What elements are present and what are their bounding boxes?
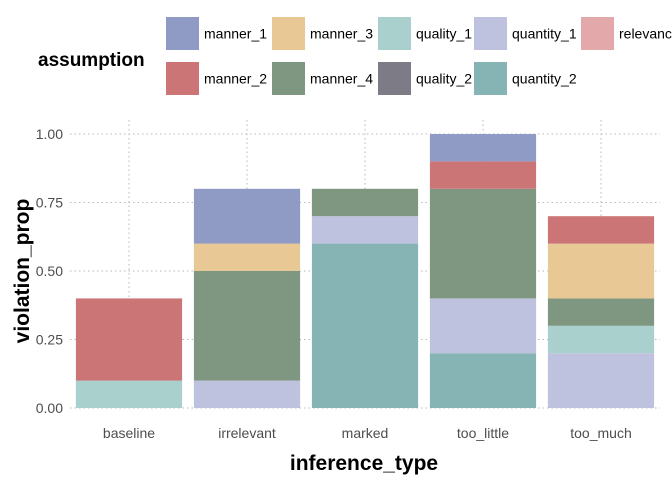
legend-swatch-manner_3: [272, 17, 305, 50]
bar-segment-too_much-quality_1: [547, 325, 655, 354]
legend-swatch-manner_4: [272, 62, 305, 95]
legend-swatch-quality_1: [378, 17, 411, 50]
y-tick-label: 0.50: [36, 263, 63, 279]
bar-segment-too_much-manner_2: [547, 216, 655, 244]
y-tick-label: 0.00: [36, 400, 63, 416]
legend-label-quantity_1: quantity_1: [512, 26, 577, 42]
bar-segment-irrelevant-manner_1: [193, 188, 301, 244]
legend-label-relevance: relevance: [619, 26, 672, 42]
y-tick-label: 1.00: [36, 126, 63, 142]
legend-label-manner_2: manner_2: [204, 71, 267, 87]
legend-label-manner_3: manner_3: [310, 26, 373, 42]
x-tick-label: baseline: [103, 425, 155, 441]
bar-segment-too_little-manner_2: [429, 161, 537, 189]
bar-segment-too_much-quantity_1: [547, 353, 655, 408]
legend-label-quality_1: quality_1: [416, 26, 472, 42]
bar-segment-irrelevant-manner_3: [193, 243, 301, 271]
legend-label-quality_2: quality_2: [416, 71, 472, 87]
bar-segment-baseline-manner_2: [75, 298, 183, 381]
legend-swatch-quality_2: [378, 62, 411, 95]
y-tick-label: 0.25: [36, 332, 63, 348]
legend-swatch-quantity_2: [474, 62, 507, 95]
x-tick-label: too_little: [457, 425, 509, 441]
x-tick-labels: baseline irrelevant marked too_little too_mu…: [103, 425, 632, 441]
bars: [75, 134, 655, 408]
legend-label-quantity_2: quantity_2: [512, 71, 577, 87]
y-tick-labels: 0.00 0.25 0.50 0.75 1.00: [36, 126, 63, 416]
bar-segment-too_little-quantity_1: [429, 298, 537, 354]
legend-label-manner_1: manner_1: [204, 26, 267, 42]
bar-segment-too_much-manner_3: [547, 243, 655, 299]
bar-segment-too_little-manner_4: [429, 188, 537, 299]
bar-segment-marked-manner_4: [311, 188, 419, 217]
bar-segment-too_little-quantity_2: [429, 353, 537, 408]
x-tick-label: marked: [342, 425, 389, 441]
legend-swatch-manner_2: [166, 62, 199, 95]
x-tick-label: too_much: [570, 425, 631, 441]
legend: manner_1 manner_2 manner_3 manner_4 quality_…: [166, 17, 672, 95]
y-axis-label: violation_prop: [11, 199, 34, 344]
legend-swatch-relevance: [581, 17, 614, 50]
bar-segment-marked-quantity_1: [311, 216, 419, 244]
legend-title: assumption: [38, 50, 145, 71]
bar-segment-irrelevant-manner_4: [193, 271, 301, 381]
legend-swatch-manner_1: [166, 17, 199, 50]
x-axis-label: inference_type: [290, 452, 438, 475]
legend-label-manner_4: manner_4: [310, 71, 373, 87]
bar-segment-marked-quantity_2: [311, 243, 419, 408]
bar-segment-too_little-manner_1: [429, 134, 537, 162]
x-tick-label: irrelevant: [218, 425, 276, 441]
bar-segment-baseline-quality_1: [75, 380, 183, 408]
bar-segment-too_much-manner_4: [547, 298, 655, 326]
y-tick-label: 0.75: [36, 195, 63, 211]
bar-segment-irrelevant-quantity_1: [193, 380, 301, 408]
legend-swatch-quantity_1: [474, 17, 507, 50]
